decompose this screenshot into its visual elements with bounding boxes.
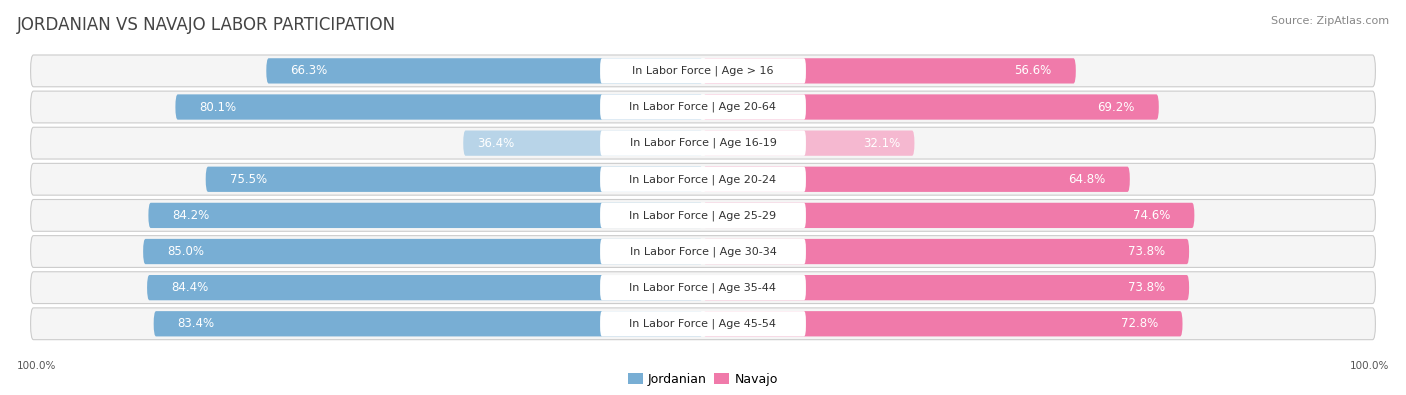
FancyBboxPatch shape (148, 275, 703, 300)
FancyBboxPatch shape (600, 167, 806, 192)
FancyBboxPatch shape (703, 203, 1194, 228)
FancyBboxPatch shape (176, 94, 703, 120)
Text: 69.2%: 69.2% (1098, 100, 1135, 113)
Text: In Labor Force | Age 20-64: In Labor Force | Age 20-64 (630, 102, 776, 112)
Text: In Labor Force | Age 35-44: In Labor Force | Age 35-44 (630, 282, 776, 293)
Text: In Labor Force | Age 45-54: In Labor Force | Age 45-54 (630, 318, 776, 329)
FancyBboxPatch shape (31, 127, 1375, 159)
Text: 66.3%: 66.3% (290, 64, 328, 77)
Text: 83.4%: 83.4% (177, 317, 215, 330)
FancyBboxPatch shape (600, 203, 806, 228)
FancyBboxPatch shape (703, 130, 914, 156)
FancyBboxPatch shape (31, 236, 1375, 267)
FancyBboxPatch shape (143, 239, 703, 264)
Text: In Labor Force | Age 25-29: In Labor Force | Age 25-29 (630, 210, 776, 221)
FancyBboxPatch shape (600, 275, 806, 300)
FancyBboxPatch shape (600, 311, 806, 337)
FancyBboxPatch shape (703, 239, 1189, 264)
FancyBboxPatch shape (600, 239, 806, 264)
FancyBboxPatch shape (205, 167, 703, 192)
FancyBboxPatch shape (703, 311, 1182, 337)
Text: 64.8%: 64.8% (1069, 173, 1105, 186)
Legend: Jordanian, Navajo: Jordanian, Navajo (623, 368, 783, 391)
Text: 80.1%: 80.1% (200, 100, 236, 113)
FancyBboxPatch shape (153, 311, 703, 337)
Text: 56.6%: 56.6% (1015, 64, 1052, 77)
Text: 74.6%: 74.6% (1133, 209, 1170, 222)
Text: 32.1%: 32.1% (863, 137, 901, 150)
Text: 73.8%: 73.8% (1128, 281, 1166, 294)
FancyBboxPatch shape (31, 272, 1375, 303)
Text: Source: ZipAtlas.com: Source: ZipAtlas.com (1271, 16, 1389, 26)
Text: 75.5%: 75.5% (229, 173, 267, 186)
FancyBboxPatch shape (703, 94, 1159, 120)
Text: 73.8%: 73.8% (1128, 245, 1166, 258)
Text: 100.0%: 100.0% (1350, 361, 1389, 371)
Text: 72.8%: 72.8% (1121, 317, 1159, 330)
FancyBboxPatch shape (31, 55, 1375, 87)
FancyBboxPatch shape (31, 199, 1375, 231)
Text: In Labor Force | Age 16-19: In Labor Force | Age 16-19 (630, 138, 776, 149)
FancyBboxPatch shape (149, 203, 703, 228)
FancyBboxPatch shape (600, 58, 806, 83)
FancyBboxPatch shape (463, 130, 703, 156)
Text: 100.0%: 100.0% (17, 361, 56, 371)
Text: In Labor Force | Age 20-24: In Labor Force | Age 20-24 (630, 174, 776, 184)
Text: In Labor Force | Age 30-34: In Labor Force | Age 30-34 (630, 246, 776, 257)
FancyBboxPatch shape (31, 91, 1375, 123)
FancyBboxPatch shape (31, 164, 1375, 195)
FancyBboxPatch shape (600, 130, 806, 156)
FancyBboxPatch shape (703, 58, 1076, 83)
FancyBboxPatch shape (31, 308, 1375, 340)
Text: 36.4%: 36.4% (477, 137, 515, 150)
Text: In Labor Force | Age > 16: In Labor Force | Age > 16 (633, 66, 773, 76)
FancyBboxPatch shape (703, 275, 1189, 300)
Text: 84.4%: 84.4% (172, 281, 208, 294)
FancyBboxPatch shape (600, 94, 806, 120)
FancyBboxPatch shape (266, 58, 703, 83)
Text: 85.0%: 85.0% (167, 245, 204, 258)
Text: JORDANIAN VS NAVAJO LABOR PARTICIPATION: JORDANIAN VS NAVAJO LABOR PARTICIPATION (17, 16, 396, 34)
FancyBboxPatch shape (703, 167, 1130, 192)
Text: 84.2%: 84.2% (173, 209, 209, 222)
